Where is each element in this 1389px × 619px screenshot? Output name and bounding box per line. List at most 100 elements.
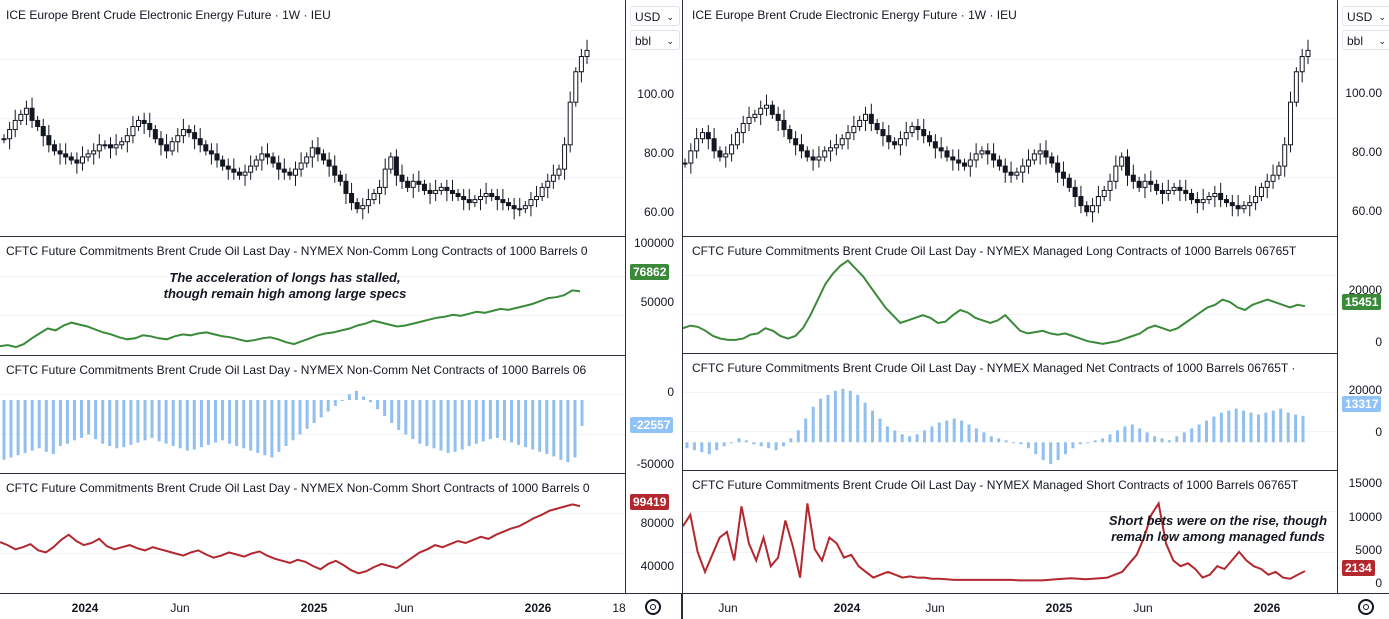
short-plot[interactable] [683, 470, 1337, 593]
candle-body [1235, 205, 1241, 210]
long-title: CFTC Future Commitments Brent Crude Oil … [692, 244, 1297, 258]
net-bar [1071, 442, 1075, 449]
candle-body [158, 138, 164, 146]
candle-body [1066, 177, 1072, 188]
net-bar [974, 428, 978, 443]
currency-select[interactable]: USD ⌄ [630, 6, 680, 26]
net-bar [1078, 442, 1082, 445]
net-bar [390, 400, 394, 423]
gear-icon[interactable] [1358, 599, 1374, 615]
price-tick: 100.00 [1345, 86, 1382, 100]
net-bar [354, 390, 358, 400]
chevron-down-icon: ⌄ [1378, 12, 1386, 22]
candle-body [932, 141, 938, 149]
net-bar [1234, 408, 1238, 443]
price-scale[interactable]: USD ⌄ bbl ⌄ 100.00 80.00 60.00 [1337, 0, 1389, 236]
candle-body [1119, 156, 1125, 167]
net-bar [270, 400, 274, 458]
net-bar [1153, 436, 1157, 443]
candle-body [1049, 156, 1055, 164]
net-bar [101, 400, 105, 444]
net-pane: CFTC Future Commitments Brent Crude Oil … [0, 355, 682, 474]
net-bar [312, 400, 316, 423]
net-bar [16, 400, 20, 456]
net-bar [692, 442, 696, 451]
candle-body [950, 156, 956, 161]
net-plot[interactable] [683, 353, 1337, 470]
candle-body [35, 119, 41, 128]
net-bar [1123, 426, 1127, 443]
time-axis[interactable]: 2024 Jun 2025 Jun 2026 18 [0, 593, 626, 619]
net-bar [157, 400, 161, 442]
net-bar [376, 400, 380, 410]
unit-value: bbl [1347, 34, 1364, 48]
net-bar [221, 400, 224, 441]
net-bar [171, 400, 175, 446]
price-plot[interactable] [0, 0, 625, 236]
net-plot[interactable] [0, 355, 625, 473]
candle-body [810, 156, 816, 161]
currency-select[interactable]: USD ⌄ [1342, 6, 1389, 26]
candle-body [1031, 153, 1037, 161]
series-line [0, 503, 581, 575]
candle-body [360, 205, 366, 210]
net-bar [848, 390, 852, 443]
net-bar [23, 400, 27, 453]
annotation-line: The acceleration of longs has stalled, [169, 270, 401, 285]
candle-body [220, 159, 226, 167]
candle-body [562, 144, 568, 170]
candle-body [804, 150, 810, 158]
candle-body [1189, 192, 1195, 201]
net-bar [1056, 442, 1060, 461]
price-scale[interactable]: USD ⌄ bbl ⌄ 100.00 80.00 60.00 [625, 0, 682, 236]
candle-body [764, 104, 770, 109]
net-bar [284, 400, 288, 446]
candle-body [1206, 196, 1212, 201]
net-scale[interactable]: 0 -50000 -22557 [625, 355, 682, 473]
candle-body [1107, 180, 1113, 191]
candle-body [242, 171, 248, 176]
long-scale[interactable]: 20000 0 15451 [1337, 236, 1389, 353]
candle-body [332, 165, 338, 176]
net-bar [517, 400, 521, 445]
short-plot[interactable] [0, 473, 625, 593]
net-bar [418, 400, 422, 444]
candle-body [1165, 189, 1171, 194]
candle-body [699, 132, 705, 140]
net-bar [446, 400, 450, 453]
long-scale[interactable]: 100000 50000 76862 [625, 236, 682, 355]
net-bar [199, 400, 203, 448]
long-plot[interactable] [683, 236, 1337, 353]
net-bar [1034, 442, 1038, 455]
net-bar [30, 400, 34, 451]
candle-body [489, 192, 495, 198]
short-scale[interactable]: 80000 40000 99419 [625, 473, 682, 593]
candle-body [253, 159, 259, 167]
short-scale[interactable]: 15000 10000 5000 0 2134 [1337, 470, 1389, 593]
net-bar [249, 400, 253, 451]
net-bar [841, 388, 845, 443]
unit-select[interactable]: bbl ⌄ [630, 30, 680, 50]
long-plot[interactable] [0, 236, 625, 355]
net-tick: 0 [667, 385, 674, 399]
net-bar [737, 438, 741, 443]
net-bar [206, 400, 210, 445]
net-scale[interactable]: 20000 0 13317 [1337, 353, 1389, 470]
net-bar [411, 400, 415, 440]
candle-body [979, 150, 985, 155]
net-bar [347, 394, 351, 401]
x-tick-label: 18 [612, 601, 626, 615]
net-bar [178, 400, 182, 449]
unit-select[interactable]: bbl ⌄ [1342, 30, 1389, 50]
price-tick: 60.00 [643, 205, 674, 219]
net-bar [967, 424, 971, 443]
candle-body [203, 144, 209, 152]
short-pane: CFTC Future Commitments Brent Crude Oil … [0, 473, 682, 594]
candle-body [1154, 183, 1160, 191]
candle-body [985, 150, 991, 155]
net-bar [1049, 442, 1053, 465]
gear-icon[interactable] [645, 599, 661, 615]
price-plot[interactable] [683, 0, 1337, 236]
time-axis[interactable]: Jun 2024 Jun 2025 Jun 2026 [683, 593, 1337, 619]
panel-divider [681, 0, 683, 619]
